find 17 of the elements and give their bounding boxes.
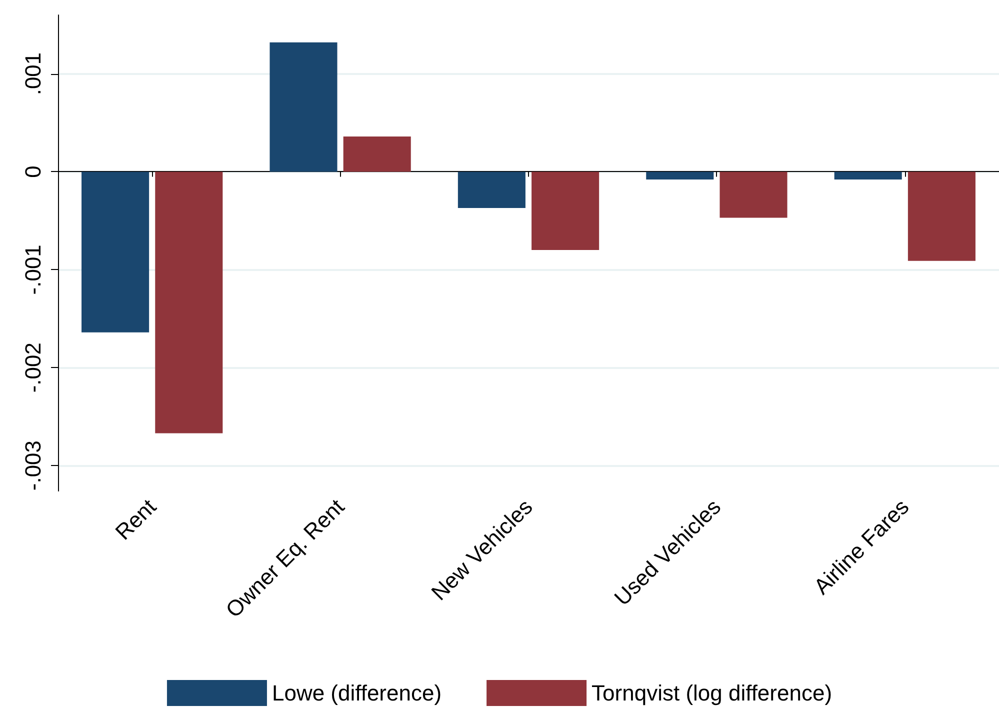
bar — [532, 172, 600, 250]
legend-label: Lowe (difference) — [272, 680, 442, 706]
y-tick-label: .001 — [20, 52, 46, 96]
legend-label: Tornqvist (log difference) — [592, 680, 832, 706]
y-tick-label: -.003 — [20, 440, 46, 491]
y-tick-label: -.002 — [20, 342, 46, 393]
y-tick-label: 0 — [20, 166, 46, 178]
bar — [458, 172, 526, 208]
bar — [343, 136, 411, 172]
bar — [834, 172, 902, 180]
bar — [270, 42, 338, 172]
bar — [82, 172, 150, 332]
bar — [908, 172, 976, 261]
bar — [155, 172, 223, 434]
y-tick-label: -.001 — [20, 244, 46, 295]
bar — [646, 172, 714, 180]
bar — [720, 172, 788, 218]
